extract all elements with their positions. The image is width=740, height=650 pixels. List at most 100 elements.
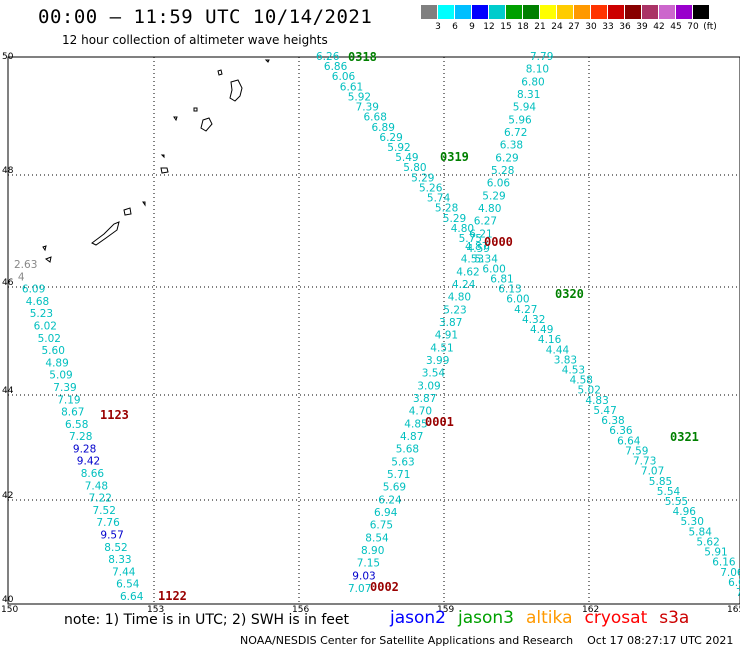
wave-height-value: 3.09 xyxy=(417,380,440,392)
wave-height-value: 5.29 xyxy=(443,213,466,225)
wave-height-value: 7.44 xyxy=(112,566,136,578)
latitude-label: 44 xyxy=(2,386,14,396)
wave-height-value: 5.02 xyxy=(578,385,601,397)
pass-time-label: 0000 xyxy=(484,235,513,249)
wave-height-value: 7.22 xyxy=(89,493,112,505)
legend-s3a: s3a xyxy=(659,608,690,628)
wave-height-value: 7.73 xyxy=(633,456,656,468)
wave-height-value: 6.64 xyxy=(120,591,144,603)
longitude-label: 159 xyxy=(437,605,454,615)
wave-height-value: 7.48 xyxy=(85,480,108,492)
colorbar-label: 27 xyxy=(568,22,580,32)
coastline-island xyxy=(264,59,270,63)
wave-height-value: 4.70 xyxy=(409,406,432,418)
wave-height-value: 7.79 xyxy=(530,51,553,63)
satellite-legend: jason2 jason3 altika cryosat s3a xyxy=(390,608,701,628)
wave-height-value: 5.29 xyxy=(482,190,505,202)
pass-time-label: 0002 xyxy=(370,580,399,594)
pass-time-label: 0319 xyxy=(440,150,469,164)
wave-height-value: 7.39 xyxy=(356,102,379,114)
wave-height-value: 4.80 xyxy=(478,203,501,215)
colorbar-label: 15 xyxy=(500,22,512,32)
wave-height-value: 6.26 xyxy=(316,51,340,63)
wave-height-value: 5.84 xyxy=(689,526,713,538)
wave-height-value: 7.15 xyxy=(357,558,380,570)
longitude-label: 165 xyxy=(727,605,740,615)
wave-height-value: 8.54 xyxy=(365,532,389,544)
wave-height-value: 6.09 xyxy=(22,284,45,296)
wave-height-value: 5.85 xyxy=(649,476,672,488)
wave-height-value: 6.36 xyxy=(609,425,633,437)
wave-height-value: 4.62 xyxy=(456,266,479,278)
wave-height-value: 5.49 xyxy=(395,152,418,164)
wave-height-value: 4.32 xyxy=(522,314,545,326)
pass-time-labels: 0318 0319 0320 0321 0000 0001 0002 1123 1122 xyxy=(100,50,699,603)
wave-height-value: 6.64 xyxy=(617,435,641,447)
legend-cryosat: cryosat xyxy=(584,608,648,628)
colorbar-swatch xyxy=(659,5,675,19)
wave-height-value: 2.63 xyxy=(14,259,37,271)
wave-height-value: 6.38 xyxy=(601,415,624,427)
wave-height-value: 9.42 xyxy=(77,456,100,468)
colorbar-label: 24 xyxy=(551,22,563,32)
wave-height-value: 4.96 xyxy=(673,506,697,518)
footer-credit: NOAA/NESDIS Center for Satellite Applica… xyxy=(240,634,734,647)
colorbar-swatch xyxy=(421,5,437,19)
wave-height-value: 7.59 xyxy=(625,445,648,457)
track-b: 6.266.866.066.615.927.396.686.896.295.92… xyxy=(316,51,740,599)
wave-height-value: 4.58 xyxy=(570,375,593,387)
wave-height-value: 6.27 xyxy=(474,216,497,228)
colorbar-swatch xyxy=(693,5,709,19)
wave-height-value: 7.52 xyxy=(93,505,116,517)
wave-height-value: 5.26 xyxy=(419,183,443,195)
colorbar-swatch xyxy=(557,5,573,19)
wave-height-value: 6.02 xyxy=(34,321,57,333)
wave-height-value: 3.54 xyxy=(422,368,446,380)
wave-height-value: 4.53 xyxy=(562,365,585,377)
wave-height-value: 4.85 xyxy=(404,418,427,430)
colorbar-swatch xyxy=(676,5,692,19)
colorbar-label: 39 xyxy=(636,22,648,32)
colorbar-swatch xyxy=(625,5,641,19)
wave-height-value: 8.31 xyxy=(517,89,540,101)
wave-height-value: 5.55 xyxy=(665,496,688,508)
footer-note: note: 1) Time is in UTC; 2) SWH is in fe… xyxy=(64,612,350,628)
wave-height-value: 5.62 xyxy=(696,536,719,548)
colorbar-swatch xyxy=(438,5,454,19)
colorbar-label: 9 xyxy=(469,22,475,32)
wave-height-value: 9.03 xyxy=(352,570,375,582)
coastline-island xyxy=(91,221,120,246)
coastline-island xyxy=(160,167,169,174)
wave-height-value: 5.92 xyxy=(387,142,410,154)
wave-height-value: 4.44 xyxy=(546,344,570,356)
wave-height-value: 5.91 xyxy=(704,547,727,559)
wave-height-value: 4.89 xyxy=(45,357,68,369)
legend-altika: altika xyxy=(526,608,573,628)
latitude-label: 40 xyxy=(2,595,14,605)
wave-height-value: 9.57 xyxy=(100,530,123,542)
colorbar-swatch xyxy=(540,5,556,19)
wave-height-value: 5.02 xyxy=(38,333,61,345)
track-a: 2.6346.094.685.236.025.025.604.895.097.3… xyxy=(14,259,144,603)
wave-height-value: 5.29 xyxy=(411,172,434,184)
wave-height-value: 6.00 xyxy=(482,263,505,275)
wave-height-value: 6.21 xyxy=(469,228,492,240)
wave-height-value: 5.71 xyxy=(387,469,410,481)
colorbar-label: 12 xyxy=(483,22,495,32)
wave-height-value: 6.29 xyxy=(379,132,402,144)
latitude-label: 42 xyxy=(2,491,13,501)
coastline-island xyxy=(229,79,243,102)
wave-height-value: 4.51 xyxy=(430,342,453,354)
wave-height-value: 8.90 xyxy=(361,545,384,557)
wave-height-value: 5.92 xyxy=(348,92,371,104)
wave-height-value: 8.10 xyxy=(526,64,549,76)
wave-height-value: 4.59 xyxy=(467,243,490,255)
colorbar-swatch xyxy=(455,5,471,19)
wave-height-value: 6.16 xyxy=(712,557,736,569)
wave-height-value: 5.47 xyxy=(593,405,616,417)
wave-height-value: 5.75 xyxy=(459,233,482,245)
wave-height-value: 6.38 xyxy=(500,140,523,152)
wave-height-value: 4 xyxy=(18,271,25,283)
